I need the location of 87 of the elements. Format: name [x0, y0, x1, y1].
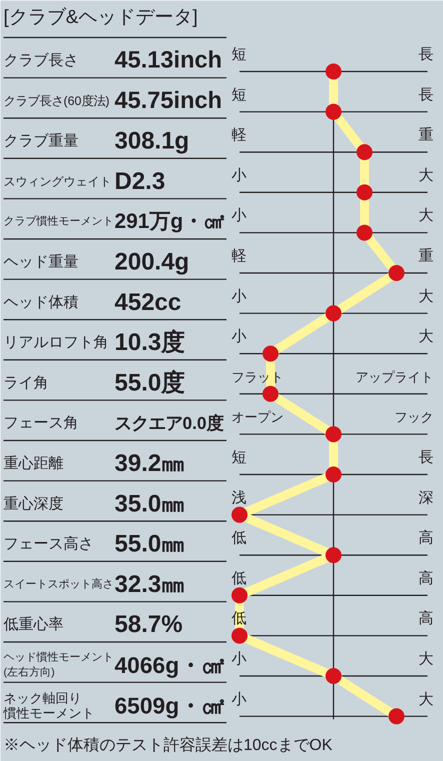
- text: 大: [418, 166, 434, 184]
- y-tick-label: ネック軸回り慣性モーメント: [2, 690, 94, 720]
- annotation: 浅: [232, 489, 246, 506]
- text: スクエア0.0度: [114, 413, 224, 434]
- point: [262, 346, 279, 362]
- text: 大: [418, 288, 434, 305]
- annotation: 小: [232, 328, 246, 346]
- y-tick-label: フェース高さ: [4, 536, 94, 553]
- point: [388, 265, 404, 281]
- y-tick-label: フェース角: [4, 414, 78, 432]
- annotation: 低: [232, 610, 246, 628]
- text: 6509g・㎠: [114, 692, 226, 718]
- annotation: アップライト: [356, 369, 434, 384]
- y-tick-label: スウィングウェイト: [4, 174, 112, 188]
- point: [326, 668, 342, 684]
- annotation: 小: [232, 650, 246, 668]
- text: 大: [418, 207, 434, 224]
- annotation: 小: [232, 690, 246, 708]
- text: 大: [418, 650, 434, 668]
- point: [326, 64, 342, 80]
- text: 大: [418, 690, 434, 708]
- y-tick-label: ヘッド重量: [4, 254, 78, 270]
- annotation: フック: [394, 410, 434, 425]
- annotation: 小: [232, 166, 246, 184]
- point: [356, 144, 373, 160]
- y-tick-label: クラブ重量: [4, 132, 78, 150]
- annotation: 短: [232, 449, 246, 466]
- y-tick-label: 低重心率: [4, 616, 64, 634]
- annotation: フラット: [232, 369, 284, 384]
- y-tick-label: クラブ長さ: [4, 52, 78, 69]
- point: [326, 426, 342, 442]
- y-tick-label: クラブ長さ(60度法): [4, 94, 110, 108]
- annotation: 小: [232, 207, 246, 224]
- text: 58.7%: [114, 611, 183, 638]
- point: [262, 386, 279, 402]
- text: 308.1g: [114, 128, 190, 155]
- text: 高: [418, 530, 434, 547]
- y-tick-label: クラブ慣性モーメント: [4, 214, 114, 228]
- chart-title: [クラブ&ヘッドデータ]: [4, 7, 198, 28]
- y-tick-label: リアルロフト角: [4, 334, 108, 352]
- text: 大: [418, 328, 434, 346]
- annotation: 軽: [232, 248, 246, 264]
- point: [326, 466, 342, 482]
- y-tick-label: ヘッド体積: [4, 294, 78, 311]
- point: [356, 184, 373, 200]
- text: 高: [418, 570, 434, 587]
- point: [232, 587, 248, 604]
- text: 深: [418, 489, 434, 506]
- annotation: 軽: [232, 126, 246, 144]
- text: 55.0度: [114, 369, 186, 396]
- point: [388, 708, 404, 724]
- annotation: 低: [232, 570, 246, 587]
- text: ※ヘッド体積のテスト許容誤差は10ccまでOK: [4, 736, 333, 754]
- annotation: 低: [232, 530, 246, 547]
- text: 35.0㎜: [114, 490, 186, 518]
- text: 39.2㎜: [114, 450, 186, 477]
- text: 高: [418, 610, 434, 628]
- text: 10.3度: [114, 329, 186, 356]
- text: 長: [418, 449, 434, 466]
- annotation: 小: [232, 288, 246, 305]
- y-tick-label: スイートスポット高さ: [4, 577, 114, 590]
- text: 短: [232, 46, 246, 63]
- annotation: オープン: [232, 410, 284, 425]
- annotation: 短: [232, 86, 246, 104]
- text: 4066g・㎠: [114, 652, 226, 678]
- text: D2.3: [114, 168, 166, 195]
- text: 32.3㎜: [114, 570, 186, 598]
- text: 長: [418, 46, 434, 63]
- y-tick-label: ライ角: [4, 374, 48, 392]
- point: [356, 224, 373, 241]
- y-tick-label: 重心距離: [4, 455, 64, 472]
- point: [326, 305, 342, 322]
- text: 200.4g: [114, 248, 190, 276]
- text: 重: [418, 126, 434, 144]
- text: 55.0㎜: [114, 530, 186, 558]
- point: [232, 506, 248, 523]
- text: 45.75inch: [114, 88, 222, 114]
- point: [326, 547, 342, 564]
- point: [232, 628, 248, 644]
- text: 291万g・㎠: [114, 210, 226, 234]
- text: 45.13inch: [114, 48, 222, 74]
- y-tick-label: ヘッド慣性モーメント(左右方向): [4, 652, 114, 678]
- point: [326, 104, 342, 120]
- y-tick-label: 重心深度: [4, 495, 64, 512]
- text: 重: [418, 248, 434, 264]
- text: 長: [418, 86, 434, 104]
- text: 452cc: [114, 288, 182, 316]
